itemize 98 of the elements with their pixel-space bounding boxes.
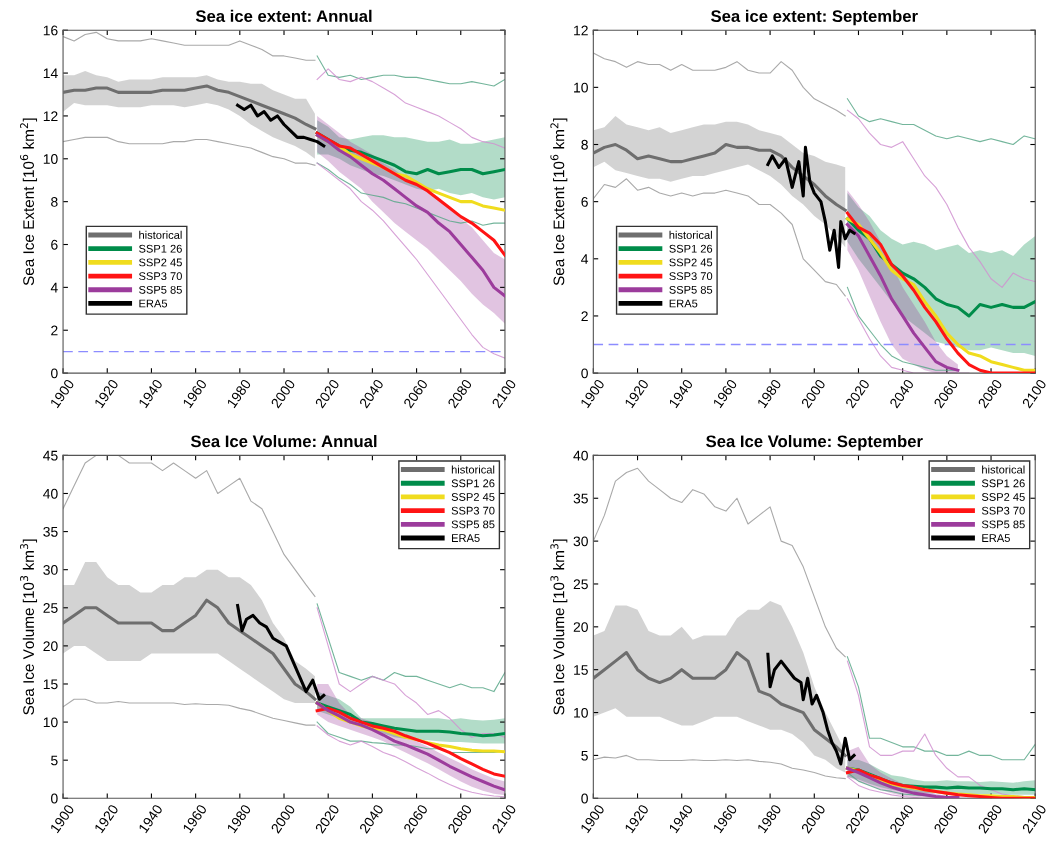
legend-label: ERA5: [452, 534, 480, 542]
y-tick-label: 8: [51, 196, 58, 207]
legend-label: historical: [669, 230, 712, 239]
y-tick-label: 10: [574, 82, 588, 93]
y-tick-label: 25: [573, 579, 588, 590]
y-tick-label: 30: [43, 565, 58, 575]
y-tick-label: 12: [43, 111, 58, 121]
y-tick-label: 2: [581, 311, 588, 321]
legend-label: SSP5 85: [139, 285, 182, 294]
legend-label: SSP2 45: [669, 258, 713, 267]
line-series: [63, 136, 316, 166]
legend-label: SSP1 26: [981, 479, 1025, 488]
legend-label: ERA5: [669, 299, 698, 308]
y-tick-label: 35: [43, 526, 58, 537]
line-series: [316, 607, 505, 738]
line-series: [593, 467, 846, 658]
chart-title: Sea Ice Volume: Annual: [190, 434, 377, 448]
line-series: [316, 725, 505, 798]
legend-label: SSP5 85: [981, 520, 1025, 529]
y-tick-label: 15: [43, 679, 58, 690]
chart-title: Sea ice extent: September: [711, 9, 918, 26]
y-tick-label: 20: [573, 622, 588, 632]
legend-label: SSP3 70: [139, 272, 182, 281]
line-series: [315, 701, 505, 792]
y-tick-label: 45: [43, 450, 58, 461]
y-axis-title: Sea Ice Extent [10$^{6}$ km$^{2}$]: [20, 118, 38, 286]
y-tick-label: 6: [51, 239, 58, 250]
line-series: [315, 133, 505, 298]
y-tick-label: 10: [574, 707, 588, 718]
legend-label: ERA5: [982, 534, 1010, 542]
legend-label: historical: [982, 465, 1025, 474]
y-tick-label: 10: [43, 154, 58, 164]
legend-label: SSP1 26: [451, 479, 495, 488]
y-tick-label: 10: [43, 717, 58, 728]
line-series: [316, 603, 505, 693]
line-series: [846, 656, 1036, 761]
y-tick-label: 0: [581, 793, 588, 804]
y-tick-label: 12: [574, 25, 588, 36]
y-tick-label: 20: [43, 641, 58, 652]
legend-label: SSP1 26: [139, 244, 182, 253]
chart-title: Sea ice extent: Annual: [195, 9, 372, 23]
line-series: [766, 145, 856, 269]
line-series: [593, 178, 846, 297]
legend-label: SSP2 45: [139, 258, 182, 267]
y-axis-title: Sea Ice Volume [10$^{3}$ km$^{3}$]: [20, 539, 38, 715]
legend-label: historical: [139, 230, 182, 239]
y-tick-label: 25: [43, 603, 58, 613]
y-tick-label: 40: [43, 488, 58, 499]
line-series: [593, 651, 847, 757]
line-series: [236, 103, 326, 148]
line-series: [846, 98, 1036, 146]
legend-label: SSP5 85: [451, 520, 495, 529]
line-series: [766, 652, 856, 766]
y-tick-label: 8: [581, 139, 588, 150]
y-tick-label: 4: [50, 282, 58, 293]
y-tick-label: 5: [51, 755, 58, 766]
y-axis-title: Sea Ice Extent [10$^{6}$ km$^{2}$]: [550, 118, 568, 286]
legend-label: SSP2 45: [981, 493, 1025, 501]
y-tick-label: 2: [51, 325, 58, 336]
y-tick-label: 0: [51, 793, 58, 804]
legend-label: historical: [451, 465, 495, 474]
line-series: [315, 131, 505, 257]
line-series: [593, 52, 846, 117]
line-series: [63, 698, 316, 726]
line-series: [316, 162, 505, 359]
y-axis-title: Sea Ice Volume [10$^{3}$ km$^{3}$]: [550, 539, 568, 715]
legend-label: ERA5: [139, 299, 168, 308]
legend-label: SSP1 26: [669, 244, 713, 253]
legend-label: SSP2 45: [451, 493, 495, 501]
line-series: [316, 55, 505, 87]
line-series: [845, 222, 960, 372]
y-tick-label: 16: [43, 25, 58, 36]
y-tick-label: 0: [51, 368, 58, 379]
legend-label: SSP3 70: [981, 506, 1025, 515]
line-series: [316, 68, 505, 149]
line-series: [63, 31, 316, 61]
legend-label: SSP3 70: [451, 506, 495, 515]
chart-title: Sea Ice Volume: September: [706, 434, 923, 451]
y-tick-label: 35: [573, 493, 588, 504]
legend-label: SSP5 85: [669, 285, 713, 294]
y-tick-label: 30: [573, 536, 588, 547]
line-series: [845, 766, 960, 799]
y-tick-label: 6: [581, 196, 588, 207]
legend-label: SSP3 70: [669, 272, 713, 281]
y-tick-label: 14: [43, 68, 58, 79]
y-tick-label: 5: [581, 750, 588, 761]
line-series: [236, 603, 326, 701]
line-series: [63, 455, 316, 597]
line-series: [63, 598, 317, 701]
line-series: [593, 142, 847, 212]
y-tick-label: 40: [573, 450, 588, 461]
line-series: [315, 706, 505, 778]
line-series: [593, 754, 846, 780]
y-tick-label: 15: [574, 665, 588, 675]
y-tick-label: 4: [581, 254, 589, 264]
line-series: [63, 84, 317, 131]
line-series: [846, 109, 1036, 288]
y-tick-label: 0: [581, 368, 588, 379]
